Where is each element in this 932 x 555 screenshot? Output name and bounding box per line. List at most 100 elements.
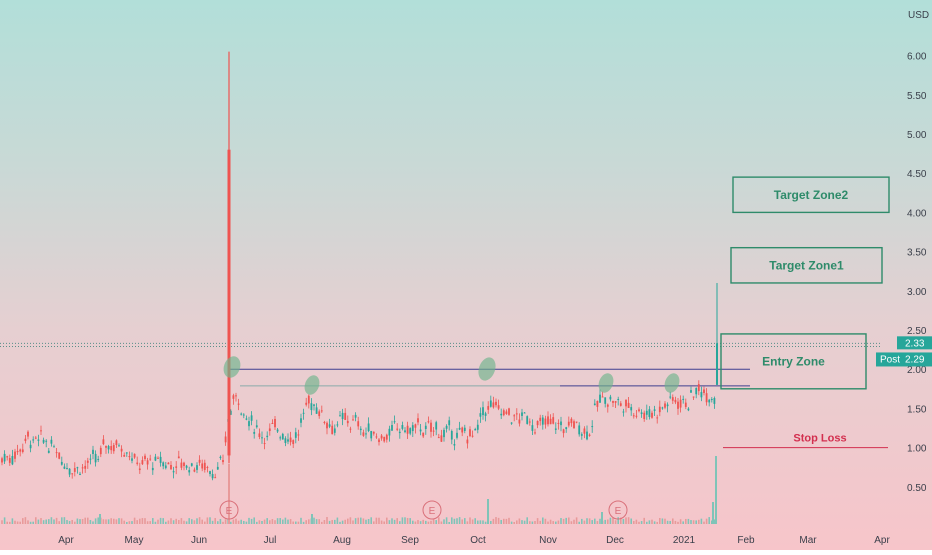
volume-bar: [555, 521, 557, 524]
candle-body: [180, 462, 183, 468]
volume-bar: [635, 519, 638, 524]
candle-body: [349, 428, 352, 430]
candle-body: [53, 446, 55, 448]
volume-bar: [622, 518, 625, 524]
volume-bar: [383, 521, 385, 524]
candle-body: [651, 412, 653, 418]
volume-bar: [183, 520, 185, 524]
candle-body: [198, 459, 201, 463]
zone-box[interactable]: [720, 333, 867, 390]
candle-body: [375, 436, 378, 438]
volume-bar: [1, 520, 3, 524]
volume-bar: [664, 518, 666, 524]
volume-bar: [48, 519, 50, 524]
volume-bar: [76, 518, 79, 524]
candle-body: [310, 403, 313, 411]
volume-bar: [133, 517, 136, 524]
volume-bar: [175, 518, 177, 524]
volume-bar: [58, 521, 60, 524]
volume-bar: [568, 517, 570, 524]
earnings-marker: [219, 500, 239, 520]
volume-bar: [315, 519, 318, 524]
volume-bar: [552, 521, 554, 524]
volume-bar: [120, 518, 123, 524]
candle-body: [242, 414, 245, 416]
candle-body: [3, 453, 6, 462]
candle-body: [297, 434, 300, 436]
volume-spike: [712, 502, 714, 524]
candle-body: [406, 425, 409, 434]
candlesticks: [1, 51, 718, 481]
volume-bar: [42, 520, 45, 524]
volume-bar: [217, 521, 219, 524]
volume-bar: [419, 521, 422, 524]
candle-body: [450, 431, 453, 440]
candle-body: [448, 420, 451, 426]
candle-body: [307, 395, 310, 404]
volume-bar: [81, 518, 84, 524]
volume-bar: [214, 518, 216, 524]
volume-bar: [531, 521, 534, 524]
candle-body: [289, 437, 292, 443]
volume-bar: [659, 517, 661, 524]
candle-body: [144, 455, 146, 460]
candle-body: [89, 458, 92, 460]
volume-bar: [466, 521, 469, 524]
volume-bar: [581, 518, 583, 524]
x-tick-label: Oct: [470, 535, 486, 546]
candle-body: [209, 471, 211, 475]
candle-body: [281, 433, 284, 440]
candle-body: [612, 401, 614, 403]
candle-body: [120, 448, 123, 452]
candle-body: [79, 473, 81, 475]
candle-body: [201, 463, 204, 469]
volume-bar: [279, 518, 281, 524]
volume-bar: [61, 517, 63, 524]
volume-bar: [409, 518, 411, 524]
volume-bar: [638, 521, 640, 524]
candle-body: [45, 440, 48, 442]
candle-body: [482, 407, 484, 416]
volume-bar: [596, 521, 599, 524]
candle-body: [383, 436, 386, 442]
volume-bar: [609, 517, 612, 524]
volume-bar: [685, 518, 687, 524]
volume-bar: [258, 520, 261, 524]
zone-label: Entry Zone: [762, 354, 825, 368]
zone-box[interactable]: [730, 246, 883, 284]
candle-body: [554, 428, 557, 430]
volume-bar: [6, 521, 8, 524]
volume-bar: [185, 521, 188, 524]
volume-bar: [705, 518, 708, 524]
candle-body: [656, 417, 659, 419]
volume-bar: [159, 517, 162, 524]
volume-bar: [516, 520, 518, 524]
volume-bar: [139, 518, 141, 524]
x-tick-label: Apr: [58, 535, 74, 546]
candle-body: [320, 410, 323, 412]
candle-body: [19, 449, 22, 452]
zone-box[interactable]: [732, 176, 890, 214]
candle-body: [92, 449, 94, 454]
volume-bar: [388, 520, 391, 524]
y-tick-label: 2.00: [907, 365, 927, 376]
volume-bar: [456, 518, 458, 524]
volume-bar: [578, 521, 580, 524]
stop-loss-label: Stop Loss: [793, 433, 846, 445]
volume-bar: [544, 518, 547, 524]
candle-body: [710, 399, 713, 401]
volume-bar: [118, 518, 120, 524]
candle-body: [248, 421, 250, 427]
volume-bar: [458, 517, 461, 524]
candle-body: [414, 424, 417, 428]
trade-zones[interactable]: Target Zone2 Target Zone1 Entry Zone Stop L…: [720, 176, 890, 445]
volume-bar: [271, 519, 274, 524]
candle-body: [575, 421, 578, 423]
candle-body: [164, 465, 167, 469]
candle-body: [682, 398, 685, 400]
candle-body: [159, 456, 162, 463]
candle-body: [167, 462, 170, 465]
y-tick-label: 5.50: [907, 91, 927, 102]
